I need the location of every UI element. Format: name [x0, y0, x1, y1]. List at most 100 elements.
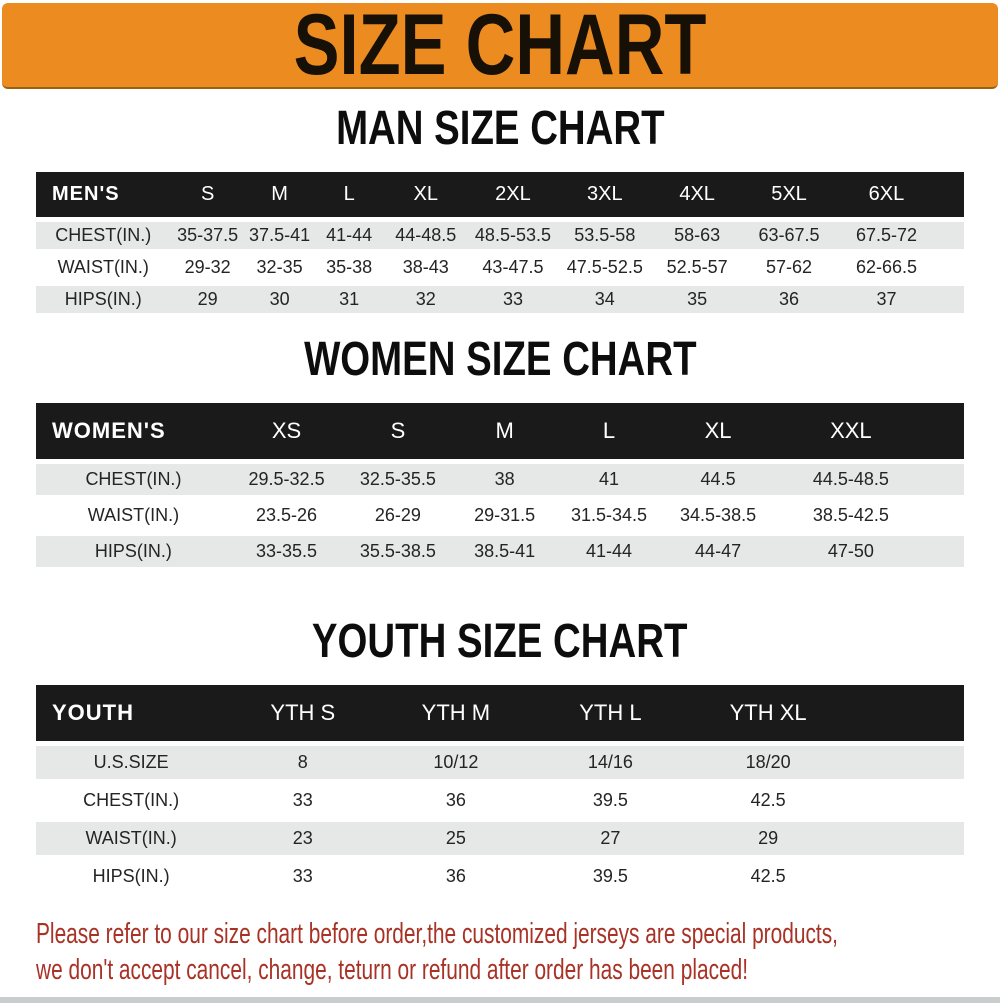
spacer-cell: [847, 685, 964, 741]
row-label: HIPS(IN.): [36, 286, 171, 313]
size-value: 29-31.5: [453, 500, 556, 531]
size-value: 35: [651, 286, 744, 313]
women-section-title: WOMEN SIZE CHART: [0, 334, 1000, 386]
youth-section-title: YOUTH SIZE CHART: [0, 616, 1000, 668]
size-value: 37.5-41: [244, 222, 315, 249]
size-value: 62-66.5: [834, 254, 964, 281]
size-value: 33: [226, 860, 380, 893]
size-col-header: S: [342, 403, 454, 459]
size-value: 63-67.5: [743, 222, 835, 249]
size-value: 34: [558, 286, 652, 313]
size-value: 57-62: [743, 254, 835, 281]
size-value: 18/20: [688, 746, 848, 779]
size-value: 23: [226, 822, 380, 855]
row-label: WAIST(IN.): [36, 254, 171, 281]
size-value: 35-37.5: [170, 222, 245, 249]
size-col-header: L: [555, 403, 663, 459]
size-value: 29.5-32.5: [230, 464, 343, 495]
size-value: 35-38: [314, 254, 384, 281]
size-value: 41-44: [314, 222, 384, 249]
footer-line-1: Please refer to our size chart before or…: [36, 918, 838, 950]
size-value: 27: [532, 822, 689, 855]
size-value: 39.5: [532, 784, 689, 817]
youth-section-title-text: YOUTH SIZE CHART: [312, 615, 688, 668]
spacer-cell: [847, 784, 964, 817]
size-value: 47.5-52.5: [558, 254, 652, 281]
size-value: 36: [379, 784, 533, 817]
size-value: 41-44: [555, 536, 663, 567]
size-col-header: M: [244, 172, 315, 217]
size-col-header: YTH XL: [688, 685, 848, 741]
size-col-header: 3XL: [558, 172, 652, 217]
size-value: 10/12: [379, 746, 533, 779]
men-section-title: MAN SIZE CHART: [0, 103, 1000, 155]
size-value: 29: [688, 822, 848, 855]
youth-waist-row: WAIST(IN.) 23 25 27 29: [36, 822, 964, 855]
size-value: 8: [226, 746, 380, 779]
youth-header-label: YOUTH: [36, 685, 227, 741]
size-value: 42.5: [688, 784, 848, 817]
youth-hips-row: HIPS(IN.) 33 36 39.5 42.5: [36, 860, 964, 893]
youth-header-row: YOUTH YTH S YTH M YTH L YTH XL: [36, 685, 964, 741]
size-value: 42.5: [688, 860, 848, 893]
women-header-row: WOMEN'S XS S M L XL XXL: [36, 403, 964, 459]
size-value: 32.5-35.5: [342, 464, 454, 495]
men-waist-row: WAIST(IN.) 29-32 32-35 35-38 38-43 43-47…: [36, 254, 964, 281]
size-value: 58-63: [651, 222, 744, 249]
size-value: 31: [314, 286, 384, 313]
size-value: 14/16: [532, 746, 689, 779]
size-value: 32-35: [244, 254, 315, 281]
women-chest-row: CHEST(IN.) 29.5-32.5 32.5-35.5 38 41 44.…: [36, 464, 964, 495]
women-section-title-text: WOMEN SIZE CHART: [303, 333, 697, 386]
size-value: 37: [834, 286, 964, 313]
row-label: WAIST(IN.): [36, 822, 227, 855]
row-label: U.S.SIZE: [36, 746, 227, 779]
size-value: 38.5-41: [453, 536, 556, 567]
size-value: 44-47: [662, 536, 774, 567]
size-value: 39.5: [532, 860, 689, 893]
women-waist-row: WAIST(IN.) 23.5-26 26-29 29-31.5 31.5-34…: [36, 500, 964, 531]
size-value: 32: [383, 286, 468, 313]
size-value: 38: [453, 464, 556, 495]
size-value: 33: [226, 784, 380, 817]
men-header-label: MEN'S: [36, 172, 171, 217]
size-value: 25: [379, 822, 533, 855]
size-col-header: S: [170, 172, 245, 217]
size-value: 33-35.5: [230, 536, 343, 567]
spacer-cell: [847, 746, 964, 779]
men-header-row: MEN'S S M L XL 2XL 3XL 4XL 5XL 6XL: [36, 172, 964, 217]
size-value: 23.5-26: [230, 500, 343, 531]
row-label: CHEST(IN.): [36, 464, 231, 495]
women-hips-row: HIPS(IN.) 33-35.5 35.5-38.5 38.5-41 41-4…: [36, 536, 964, 567]
youth-chest-row: CHEST(IN.) 33 36 39.5 42.5: [36, 784, 964, 817]
size-col-header: YTH L: [532, 685, 689, 741]
size-value: 43-47.5: [467, 254, 559, 281]
size-value: 34.5-38.5: [662, 500, 774, 531]
size-value: 38-43: [383, 254, 468, 281]
spacer-cell: [847, 822, 964, 855]
size-col-header: 4XL: [651, 172, 744, 217]
footer-line-2: we don't accept cancel, change, teturn o…: [36, 954, 749, 986]
row-label: WAIST(IN.): [36, 500, 231, 531]
size-value: 36: [743, 286, 835, 313]
women-size-table: WOMEN'S XS S M L XL XXL CHEST(IN.) 29.5-…: [36, 398, 964, 572]
size-col-header: L: [314, 172, 384, 217]
row-label: CHEST(IN.): [36, 784, 227, 817]
size-col-header: M: [453, 403, 556, 459]
size-col-header: 5XL: [743, 172, 835, 217]
size-value: 52.5-57: [651, 254, 744, 281]
size-value: 67.5-72: [834, 222, 964, 249]
size-col-header: 2XL: [467, 172, 559, 217]
men-section-title-text: MAN SIZE CHART: [335, 102, 665, 155]
footer-note: Please refer to our size chart before or…: [36, 916, 1000, 988]
row-label: CHEST(IN.): [36, 222, 171, 249]
bottom-edge-strip: [0, 997, 1000, 1003]
size-col-header: YTH S: [226, 685, 380, 741]
size-value: 35.5-38.5: [342, 536, 454, 567]
youth-ussize-row: U.S.SIZE 8 10/12 14/16 18/20: [36, 746, 964, 779]
banner-title: SIZE CHART: [293, 0, 707, 93]
size-value: 44-48.5: [383, 222, 468, 249]
size-col-header: YTH M: [379, 685, 533, 741]
size-value: 44.5-48.5: [773, 464, 964, 495]
row-label: HIPS(IN.): [36, 536, 231, 567]
